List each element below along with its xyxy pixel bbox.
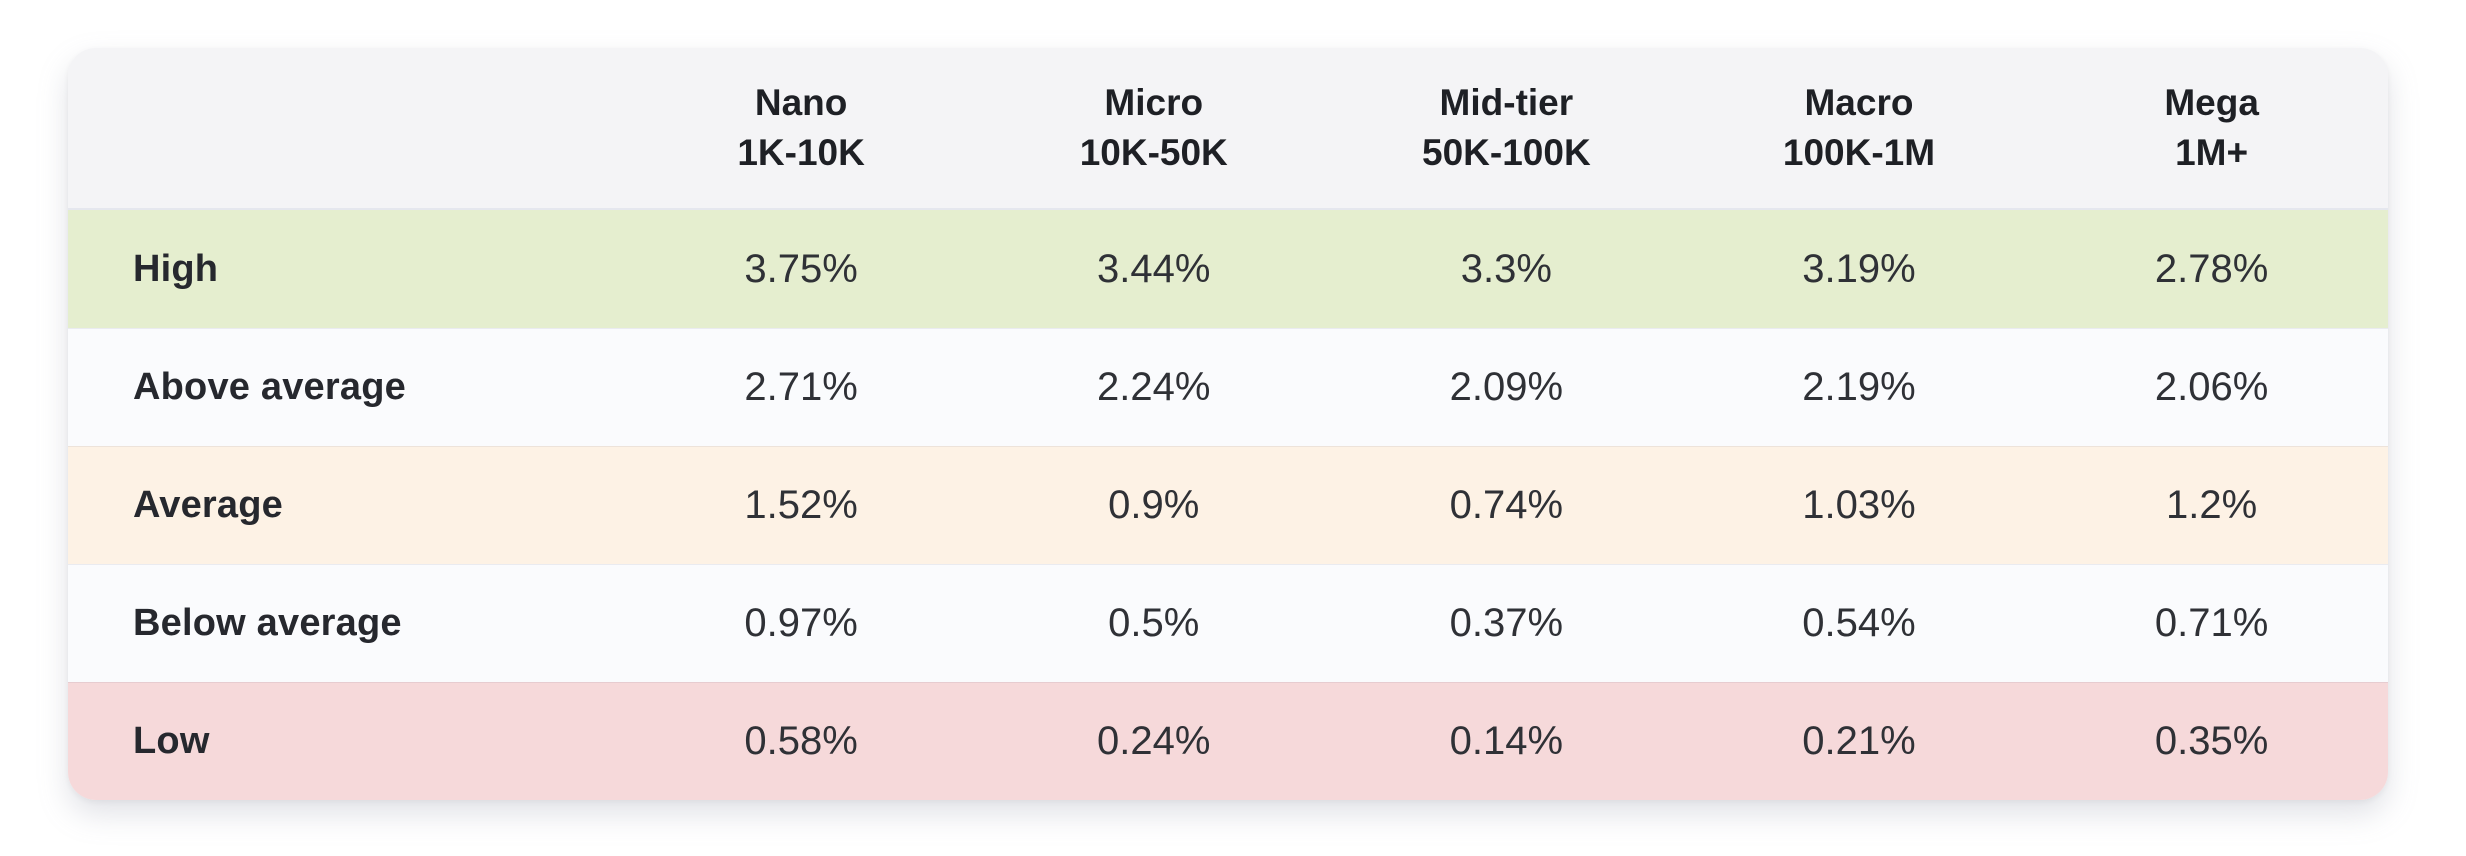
- cell-low-mega: 0.35%: [2154, 719, 2269, 763]
- table-row-above-average: Above average 2.71% 2.24% 2.09% 2.19% 2.…: [68, 328, 2388, 446]
- cell-average-mega: 1.2%: [2166, 483, 2258, 527]
- column-header-mid-tier: Mid-tier 50K-100K: [1330, 78, 1683, 178]
- column-tier-label: Nano: [754, 82, 848, 123]
- table-row-below-average: Below average 0.97% 0.5% 0.37% 0.54% 0.7…: [68, 564, 2388, 682]
- row-label: High: [133, 247, 219, 290]
- table-header-row: Nano 1K-10K Micro 10K-50K Mid-tier 50K-1…: [68, 48, 2388, 210]
- cell-average-mid-tier: 0.74%: [1449, 483, 1564, 527]
- row-label: Above average: [133, 366, 406, 408]
- cell-low-nano: 0.58%: [744, 719, 858, 763]
- row-label: Average: [133, 484, 283, 526]
- column-header-nano: Nano 1K-10K: [625, 78, 978, 178]
- benchmark-table-card: Nano 1K-10K Micro 10K-50K Mid-tier 50K-1…: [68, 48, 2388, 800]
- column-range-label: 1M+: [2175, 132, 2249, 173]
- column-range-label: 100K-1M: [1782, 132, 1936, 173]
- column-range-label: 50K-100K: [1422, 132, 1591, 173]
- cell-above-average-macro: 2.19%: [1802, 365, 1916, 409]
- column-range-label: 10K-50K: [1079, 132, 1228, 173]
- cell-above-average-micro: 2.24%: [1097, 365, 1211, 409]
- row-label: Low: [133, 720, 210, 762]
- cell-high-micro: 3.44%: [1097, 246, 1211, 291]
- cell-high-nano: 3.75%: [744, 246, 858, 291]
- column-tier-label: Macro: [1804, 82, 1914, 123]
- cell-below-average-mid-tier: 0.37%: [1449, 601, 1564, 645]
- column-header-mega: Mega 1M+: [2035, 78, 2388, 178]
- cell-low-mid-tier: 0.14%: [1449, 719, 1564, 763]
- cell-average-nano: 1.52%: [744, 483, 858, 527]
- table-row-low: Low 0.58% 0.24% 0.14% 0.21% 0.35%: [68, 682, 2388, 800]
- cell-above-average-mid-tier: 2.09%: [1449, 365, 1564, 409]
- column-header-micro: Micro 10K-50K: [977, 78, 1330, 178]
- column-header-macro: Macro 100K-1M: [1683, 78, 2036, 178]
- cell-below-average-nano: 0.97%: [744, 601, 858, 645]
- table-row-high: High 3.75% 3.44% 3.3% 3.19% 2.78%: [68, 210, 2388, 328]
- cell-above-average-mega: 2.06%: [2154, 365, 2269, 409]
- cell-high-macro: 3.19%: [1802, 246, 1916, 291]
- table-row-average: Average 1.52% 0.9% 0.74% 1.03% 1.2%: [68, 446, 2388, 564]
- cell-below-average-mega: 0.71%: [2154, 601, 2269, 645]
- cell-low-micro: 0.24%: [1097, 719, 1211, 763]
- cell-below-average-macro: 0.54%: [1802, 601, 1916, 645]
- cell-high-mid-tier: 3.3%: [1460, 246, 1552, 291]
- cell-average-macro: 1.03%: [1802, 483, 1916, 527]
- cell-low-macro: 0.21%: [1802, 719, 1916, 763]
- column-tier-label: Mega: [2164, 82, 2259, 123]
- column-tier-label: Micro: [1104, 82, 1204, 123]
- cell-below-average-micro: 0.5%: [1108, 601, 1200, 645]
- cell-above-average-nano: 2.71%: [744, 365, 858, 409]
- column-range-label: 1K-10K: [737, 132, 865, 173]
- column-tier-label: Mid-tier: [1439, 82, 1574, 123]
- cell-average-micro: 0.9%: [1108, 483, 1200, 527]
- row-label: Below average: [133, 602, 402, 644]
- cell-high-mega: 2.78%: [2154, 246, 2269, 291]
